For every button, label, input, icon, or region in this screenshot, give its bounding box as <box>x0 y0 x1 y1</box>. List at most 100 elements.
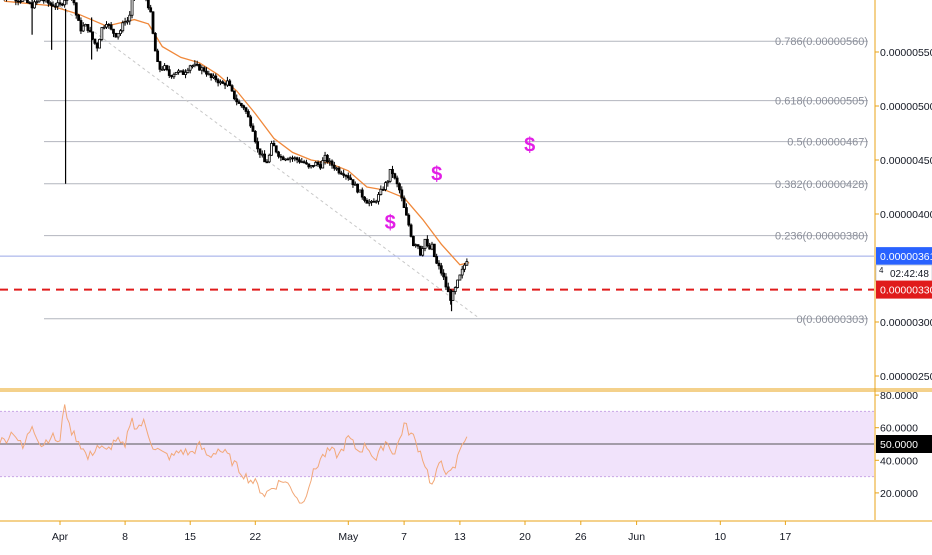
candle-body-189 <box>438 263 440 266</box>
candle-body-76 <box>175 72 177 74</box>
candle-body-143 <box>331 161 333 165</box>
candle-body-99 <box>229 81 231 86</box>
candle-body-73 <box>168 70 170 76</box>
candle-body-69 <box>159 62 161 70</box>
candle-body-21 <box>47 0 49 3</box>
rsi-tick-label-3: 20.0000 <box>880 488 918 500</box>
candle-body-191 <box>443 273 445 277</box>
candle-body-87 <box>201 68 203 70</box>
candle-body-192 <box>445 277 447 287</box>
candle-body-33 <box>75 3 77 15</box>
candle-body-96 <box>222 82 224 84</box>
candle-body-74 <box>171 75 173 76</box>
target-marker-1: $ <box>431 164 442 186</box>
candle-body-47 <box>108 24 110 25</box>
target-marker-2: $ <box>524 134 535 156</box>
candle-body-88 <box>203 68 205 71</box>
candle-body-160 <box>371 201 373 202</box>
candle-body-109 <box>252 126 254 131</box>
candle-body-187 <box>433 244 435 256</box>
candle-body-172 <box>398 184 400 190</box>
candle-body-171 <box>396 178 398 184</box>
candle-body-165 <box>382 189 384 190</box>
candle-body-121 <box>280 156 282 157</box>
candle-body-20 <box>45 0 47 1</box>
time-tick-label-7: 20 <box>519 531 531 543</box>
candle-body-46 <box>106 24 108 27</box>
candle-body-131 <box>303 162 305 163</box>
candle-body-93 <box>215 76 217 80</box>
time-tick-label-11: 17 <box>780 531 792 543</box>
candle-body-146 <box>338 168 340 173</box>
candle-body-180 <box>417 245 419 246</box>
candle-body-90 <box>208 74 210 75</box>
candle-body-136 <box>315 162 317 165</box>
candle-body-124 <box>287 159 289 160</box>
candle-body-65 <box>150 8 152 12</box>
candle-body-163 <box>378 195 380 202</box>
time-tick-label-5: 7 <box>401 531 407 543</box>
candle-body-144 <box>333 165 335 168</box>
candle-body-170 <box>394 174 396 178</box>
candle-body-179 <box>415 245 417 246</box>
candle-body-56 <box>129 15 131 21</box>
candle-body-77 <box>178 71 180 72</box>
candle-body-84 <box>194 64 196 65</box>
candle-body-162 <box>375 201 377 202</box>
candle-body-183 <box>424 239 426 248</box>
candle-body-154 <box>357 184 359 192</box>
candle-body-64 <box>147 0 149 8</box>
candle-body-119 <box>275 146 277 152</box>
candle-body-86 <box>199 65 201 71</box>
candle-body-67 <box>154 33 156 51</box>
candle-body-83 <box>192 66 194 67</box>
candle-body-128 <box>296 158 298 160</box>
candle-body-68 <box>157 51 159 62</box>
candle-body-139 <box>322 161 324 168</box>
candle-body-17 <box>38 0 40 2</box>
candle-body-148 <box>343 174 345 175</box>
candle-body-186 <box>431 244 433 249</box>
fib-label-1: 0.618(0.00000505) <box>775 96 868 108</box>
rsi-tick-label-1: 60.0000 <box>880 423 918 435</box>
fib-label-4: 0.236(0.00000380) <box>775 231 868 243</box>
price-tick-label-0: 0.00000550 <box>880 47 932 59</box>
candle-body-37 <box>85 24 87 26</box>
candle-body-24 <box>54 6 56 7</box>
time-tick-label-1: 8 <box>122 531 128 543</box>
candle-body-80 <box>185 72 187 74</box>
candle-body-39 <box>89 30 91 31</box>
candle-body-16 <box>36 2 38 3</box>
candle-body-49 <box>112 29 114 33</box>
candle-body-105 <box>243 106 245 108</box>
candle-body-44 <box>101 28 103 40</box>
candle-body-71 <box>164 66 166 70</box>
candle-body-169 <box>391 169 393 173</box>
candle-body-198 <box>459 275 461 280</box>
time-tick-label-0: Apr <box>52 531 69 543</box>
candle-body-167 <box>387 181 389 182</box>
candle-body-42 <box>96 43 98 48</box>
candle-body-120 <box>278 152 280 156</box>
candle-body-55 <box>126 21 128 22</box>
candle-body-107 <box>247 111 249 116</box>
candle-body-161 <box>373 201 375 202</box>
candle-body-108 <box>250 117 252 126</box>
current-price-label: 0.00000361 <box>880 251 932 263</box>
candle-body-92 <box>212 76 214 78</box>
candle-body-28 <box>64 0 66 4</box>
candle-body-173 <box>401 190 403 198</box>
candle-body-26 <box>59 3 61 4</box>
candle-body-8 <box>17 1 19 2</box>
candle-body-142 <box>329 161 331 162</box>
candle-body-10 <box>22 0 24 1</box>
candle-body-135 <box>312 165 314 166</box>
candle-body-110 <box>254 131 256 141</box>
candle-body-101 <box>233 91 235 99</box>
candle-body-38 <box>87 24 89 30</box>
candle-body-15 <box>33 2 35 8</box>
time-tick-label-8: 26 <box>575 531 587 543</box>
fib-label-5: 0(0.00000303) <box>796 314 868 326</box>
